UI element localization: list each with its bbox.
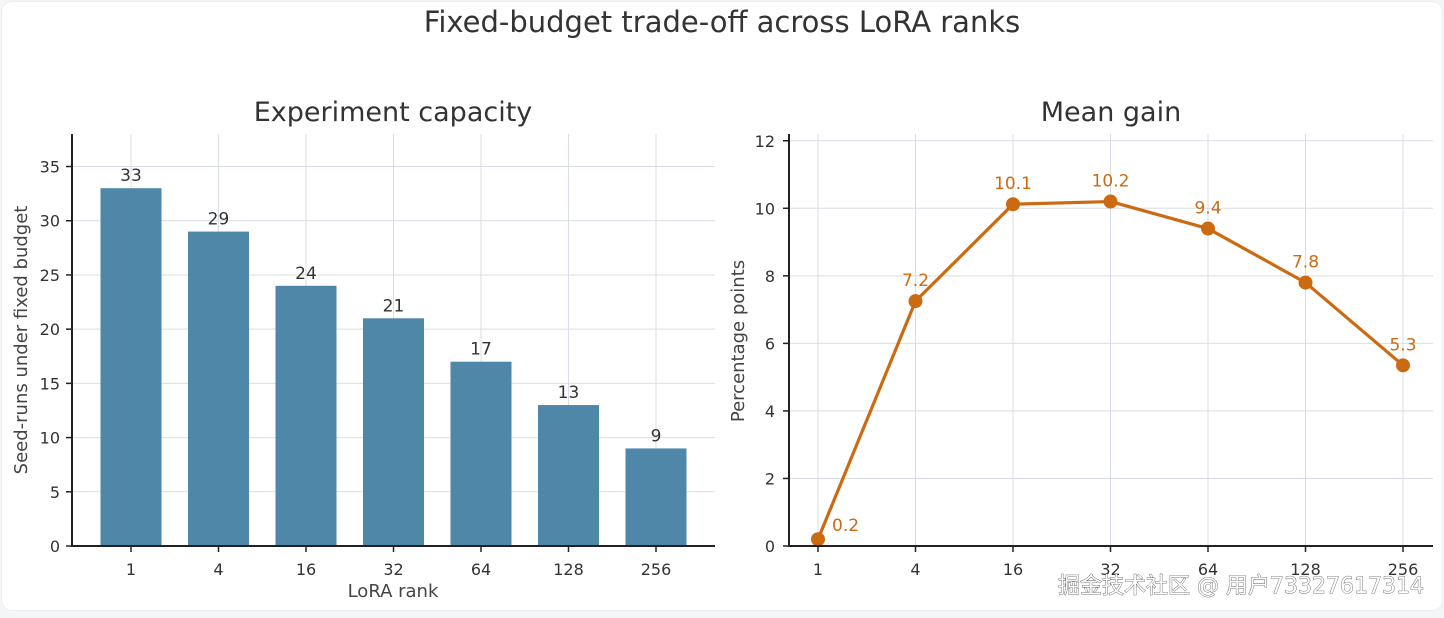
bar-32 bbox=[363, 318, 424, 546]
line-value-label-4: 7.2 bbox=[902, 271, 929, 291]
line-value-label-1: 0.2 bbox=[832, 516, 859, 536]
bar-value-label-1: 33 bbox=[120, 166, 142, 186]
line-xtick-label-1: 1 bbox=[813, 560, 823, 579]
bar-chart-xlabel: LoRA rank bbox=[348, 581, 439, 602]
bar-ytick-label-5: 5 bbox=[50, 483, 60, 502]
line-point-64 bbox=[1201, 221, 1215, 236]
line-point-128 bbox=[1298, 275, 1313, 290]
bar-128 bbox=[538, 405, 599, 546]
line-xtick-label-256: 256 bbox=[1388, 560, 1419, 579]
bar-xtick-label-4: 4 bbox=[213, 560, 223, 579]
line-ytick-label-4: 4 bbox=[765, 402, 775, 421]
bar-ytick-label-20: 20 bbox=[40, 320, 60, 339]
line-chart-title: Mean gain bbox=[1041, 97, 1181, 128]
line-value-label-128: 7.8 bbox=[1292, 253, 1319, 273]
line-xtick-label-4: 4 bbox=[910, 560, 920, 579]
bar-value-label-4: 29 bbox=[208, 210, 230, 230]
line-point-256 bbox=[1396, 358, 1410, 373]
bar-chart-title: Experiment capacity bbox=[254, 97, 533, 128]
bar-xtick-label-1: 1 bbox=[126, 560, 136, 579]
line-value-label-32: 10.2 bbox=[1092, 172, 1130, 192]
line-ytick-label-2: 2 bbox=[765, 469, 775, 488]
bar-chart-experiment-capacity: Experiment capacity 33 29 24 21 17 13 9 0 5 10 15… bbox=[11, 97, 715, 602]
bar-value-label-16: 24 bbox=[295, 264, 317, 284]
bar-xtick-label-16: 16 bbox=[296, 560, 316, 579]
line-ytick-label-10: 10 bbox=[755, 199, 775, 218]
bar-xtick-label-256: 256 bbox=[641, 560, 672, 579]
line-ytick-label-6: 6 bbox=[765, 334, 775, 353]
line-ytick-label-12: 12 bbox=[755, 132, 775, 151]
line-value-label-16: 10.1 bbox=[994, 174, 1032, 194]
bar-ytick-label-10: 10 bbox=[40, 429, 60, 448]
bar-value-label-256: 9 bbox=[651, 426, 662, 446]
bar-1 bbox=[100, 188, 162, 547]
bar-chart-ylabel: Seed-runs under fixed budget bbox=[11, 206, 32, 475]
bar-xtick-label-128: 128 bbox=[553, 560, 584, 579]
line-xtick-label-128: 128 bbox=[1290, 560, 1321, 579]
line-point-16 bbox=[1006, 197, 1020, 212]
bar-xtick-label-64: 64 bbox=[471, 560, 491, 579]
line-point-4 bbox=[908, 294, 923, 309]
bar-value-label-64: 17 bbox=[470, 340, 492, 360]
bar-ytick-label-25: 25 bbox=[40, 266, 60, 285]
line-point-1 bbox=[811, 532, 825, 547]
line-xtick-label-16: 16 bbox=[1003, 560, 1023, 579]
figure-title: Fixed-budget trade-off across LoRA ranks bbox=[424, 5, 1020, 39]
bar-ytick-label-35: 35 bbox=[40, 158, 60, 177]
line-value-label-256: 5.3 bbox=[1389, 335, 1416, 355]
bar-ytick-label-30: 30 bbox=[40, 212, 60, 231]
line-chart-mean-gain: Mean gain 0.2 7.2 10.1 10.2 9.4 7.8 5.3 0 2 4 6 8 1… bbox=[728, 97, 1433, 579]
line-ytick-label-8: 8 bbox=[765, 267, 775, 286]
bar-16 bbox=[275, 285, 337, 546]
line-xtick-label-32: 32 bbox=[1100, 560, 1120, 579]
line-chart-ylabel: Percentage points bbox=[728, 260, 749, 422]
line-value-label-64: 9.4 bbox=[1194, 199, 1221, 219]
bar-value-label-128: 13 bbox=[558, 383, 580, 403]
line-xtick-label-64: 64 bbox=[1198, 560, 1218, 579]
watermark: 掘金技术社区 @ 用户73327617314 bbox=[1058, 574, 1424, 599]
bar-4 bbox=[188, 231, 249, 546]
bar-ytick-label-0: 0 bbox=[50, 537, 60, 556]
bar-ytick-label-15: 15 bbox=[40, 374, 60, 393]
bar-64 bbox=[450, 361, 512, 546]
line-ytick-label-0: 0 bbox=[765, 537, 775, 556]
bar-value-label-32: 21 bbox=[383, 296, 405, 316]
bar-256 bbox=[625, 448, 687, 546]
bar-xtick-label-32: 32 bbox=[383, 560, 403, 579]
line-point-32 bbox=[1103, 194, 1118, 209]
